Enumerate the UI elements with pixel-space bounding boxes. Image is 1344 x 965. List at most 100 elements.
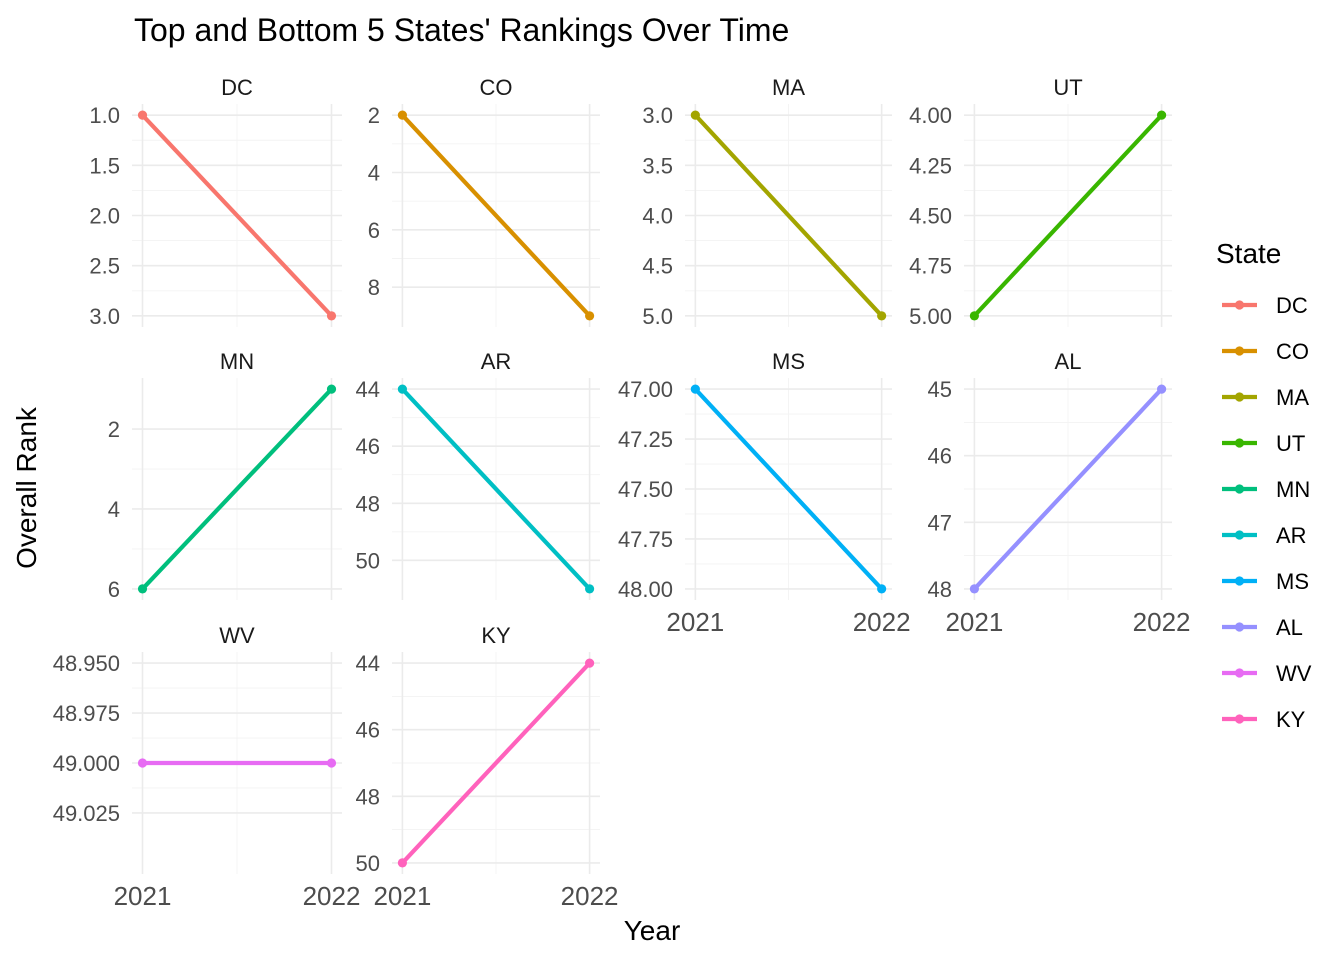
data-point	[326, 384, 337, 394]
x-tick-label: 2022	[561, 881, 619, 911]
y-tick-label: 2.0	[89, 204, 120, 229]
panel-ut: 4.00 4.25 4.50 4.75 5.00 UT	[909, 75, 1172, 329]
legend-key-point	[1234, 438, 1245, 448]
series-line-ar	[400, 387, 592, 591]
legend-item-ky: KY	[1222, 707, 1306, 732]
chart-title: Top and Bottom 5 States' Rankings Over T…	[134, 12, 789, 48]
x-tick-label: 2022	[853, 607, 911, 637]
legend-key-point	[1234, 714, 1245, 724]
y-tick-label: 47.50	[618, 477, 673, 502]
y-tick-label: 48	[356, 784, 380, 809]
data-point	[137, 758, 148, 768]
y-tick-label: 50	[356, 851, 380, 876]
data-point	[137, 110, 148, 120]
data-point	[585, 311, 595, 321]
legend-label: KY	[1276, 707, 1306, 732]
y-tick-label: 48.950	[53, 651, 120, 676]
legend-key-point	[1234, 346, 1245, 356]
y-tick-label: 2	[368, 103, 380, 128]
facet-strip-label: MS	[772, 349, 805, 374]
panel-ar: 44 46 48 50 AR	[356, 349, 600, 600]
data-point	[137, 584, 148, 594]
data-point	[326, 311, 337, 321]
legend-label: AR	[1276, 523, 1307, 548]
series-line-mn	[140, 387, 334, 591]
legend-label: DC	[1276, 293, 1308, 318]
legend-item-ma: MA	[1222, 385, 1309, 410]
legend-item-dc: DC	[1222, 293, 1308, 318]
data-point	[690, 110, 700, 120]
facet-strip-label: MN	[220, 349, 254, 374]
data-point	[877, 584, 887, 594]
y-tick-label: 44	[356, 651, 380, 676]
y-tick-label: 2	[108, 417, 120, 442]
y-tick-label: 4.25	[909, 153, 952, 178]
series-line-al	[972, 387, 1164, 591]
legend-item-ms: MS	[1222, 569, 1309, 594]
y-tick-label: 5.00	[909, 304, 952, 329]
panel-ma: 3.0 3.5 4.0 4.5 5.0 MA	[642, 75, 892, 329]
data-point	[877, 311, 887, 321]
x-tick-label: 2021	[373, 881, 431, 911]
panel-ms: 47.00 47.25 47.50 47.75 48.00 MS 2021 2022	[618, 349, 911, 637]
legend-key-point	[1234, 300, 1245, 310]
legend: State DC CO MA UT MN AR MS AL WV KY	[1216, 238, 1312, 732]
y-tick-label: 8	[368, 275, 380, 300]
y-tick-label: 3.0	[89, 304, 120, 329]
y-tick-label: 1.0	[89, 103, 120, 128]
y-tick-label: 4.5	[642, 254, 673, 279]
y-tick-label: 48.975	[53, 701, 120, 726]
panel-al: 45 46 47 48 AL 2021 2022	[928, 349, 1191, 637]
y-tick-label: 4	[108, 497, 120, 522]
legend-label: AL	[1276, 615, 1303, 640]
legend-title: State	[1216, 238, 1281, 269]
series-line-dc	[140, 113, 334, 318]
y-tick-label: 47.75	[618, 527, 673, 552]
legend-item-ar: AR	[1222, 523, 1307, 548]
y-tick-label: 5.0	[642, 304, 673, 329]
y-tick-label: 47.25	[618, 427, 673, 452]
panel-co: 2 4 6 8 CO	[368, 75, 600, 327]
series-line-ut	[972, 113, 1164, 318]
data-point	[397, 858, 407, 868]
legend-key-point	[1234, 668, 1245, 678]
x-tick-label: 2021	[945, 607, 1003, 637]
facet-strip-label: WV	[219, 623, 255, 648]
data-point	[585, 658, 595, 668]
legend-key-point	[1234, 392, 1245, 402]
data-point	[585, 584, 595, 594]
facet-panels: 1.01.52.02.53.0DC2468CO3.03.54.04.55.0MA…	[53, 75, 1191, 911]
legend-label: MN	[1276, 477, 1310, 502]
facet-strip-label: AR	[481, 349, 512, 374]
y-tick-label: 45	[928, 377, 952, 402]
legend-label: MA	[1276, 385, 1309, 410]
y-tick-label: 48	[928, 577, 952, 602]
y-tick-label: 3.5	[642, 153, 673, 178]
legend-key-point	[1234, 622, 1245, 632]
y-axis-title: Overall Rank	[11, 406, 42, 569]
legend-key-point	[1234, 576, 1245, 586]
legend-key-point	[1234, 530, 1245, 540]
facet-strip-label: AL	[1055, 349, 1082, 374]
y-tick-label: 1.5	[89, 153, 120, 178]
y-tick-label: 49.000	[53, 751, 120, 776]
legend-item-al: AL	[1222, 615, 1303, 640]
legend-label: MS	[1276, 569, 1309, 594]
series-line-ky	[400, 661, 592, 865]
legend-item-mn: MN	[1222, 477, 1310, 502]
series-line-ms	[693, 387, 884, 591]
x-tick-label: 2022	[1133, 607, 1191, 637]
x-tick-label: 2022	[303, 881, 361, 911]
legend-item-co: CO	[1222, 339, 1309, 364]
panel-wv: 48.950 48.975 49.000 49.025 WV 2021 2022	[53, 623, 361, 911]
y-tick-label: 2.5	[89, 254, 120, 279]
facet-strip-label: KY	[481, 623, 511, 648]
y-tick-label: 46	[928, 444, 952, 469]
y-tick-label: 50	[356, 548, 380, 573]
y-tick-label: 46	[356, 718, 380, 743]
data-point	[690, 384, 700, 394]
y-tick-label: 6	[368, 218, 380, 243]
legend-item-ut: UT	[1222, 431, 1305, 456]
y-tick-label: 3.0	[642, 103, 673, 128]
